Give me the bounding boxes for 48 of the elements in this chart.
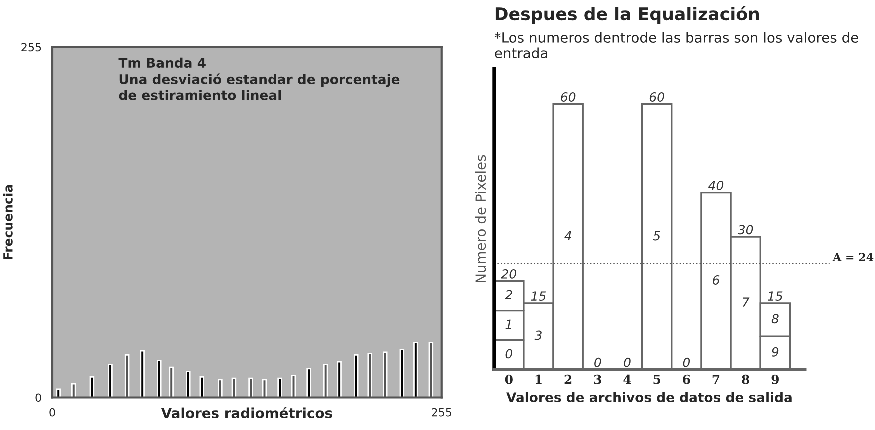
x-tick-label: 3 — [594, 374, 602, 384]
data-label: 0 — [624, 358, 631, 368]
data-label: 30 — [738, 225, 754, 235]
x-tick-label: 1 — [536, 374, 542, 384]
bar — [354, 354, 359, 398]
text: 9 8 — [772, 314, 779, 357]
x-tick-label: 5 — [654, 375, 660, 384]
x-tick-label: 6 — [683, 374, 690, 384]
data-label: 15 — [768, 292, 783, 302]
annotation: 3 — [534, 330, 542, 340]
data-label: 15 — [531, 292, 546, 302]
chart-subtitle: *Los numeros dentrode las barras son los valores de entrada — [494, 32, 858, 59]
annotation: 5 — [653, 231, 660, 241]
ref-line-label: A = 24 — [832, 253, 874, 262]
bar — [337, 361, 342, 398]
y-axis-title: Numero de Pixeles — [475, 155, 486, 283]
x-tick-label: 8 — [742, 374, 750, 384]
annotation: 6 — [713, 275, 720, 285]
bar — [90, 376, 95, 398]
x-tick-label: 2 — [564, 374, 572, 384]
bar — [414, 342, 418, 398]
data-label: 60 — [650, 92, 664, 102]
data-label: 20 — [501, 269, 516, 279]
x-axis-title: Valores radiométricos — [161, 407, 332, 419]
chart-title: Despues de la Equalización — [496, 6, 760, 24]
bar — [400, 348, 405, 398]
bar — [186, 370, 191, 398]
y-axis-title: Frecuencia — [3, 185, 13, 260]
data-label: 40 — [708, 180, 724, 190]
data-label: 0 — [594, 358, 602, 368]
data-label: 60 — [561, 92, 576, 102]
annotation: 7 — [743, 298, 750, 307]
x-tick-label: 9 — [772, 374, 779, 384]
annotation: Tm Banda 4 Una desviació estandar de porcentaje de estiramiento lineal — [118, 58, 400, 100]
bar — [108, 364, 113, 398]
annotation: 4 — [564, 231, 572, 241]
bar — [306, 368, 312, 398]
x-tick-label: 4 — [624, 374, 632, 384]
x-tick-label: 7 — [712, 375, 720, 384]
text: 0 1 2 — [505, 290, 513, 359]
x-axis-title: Valores de archivos de datos de salida — [506, 392, 792, 403]
bar — [200, 376, 205, 398]
bar — [157, 360, 162, 398]
bar — [278, 378, 282, 398]
x-tick-label: 0 — [505, 374, 513, 384]
bar — [140, 350, 145, 398]
bar — [56, 388, 61, 398]
data-label: 0 — [683, 358, 690, 368]
